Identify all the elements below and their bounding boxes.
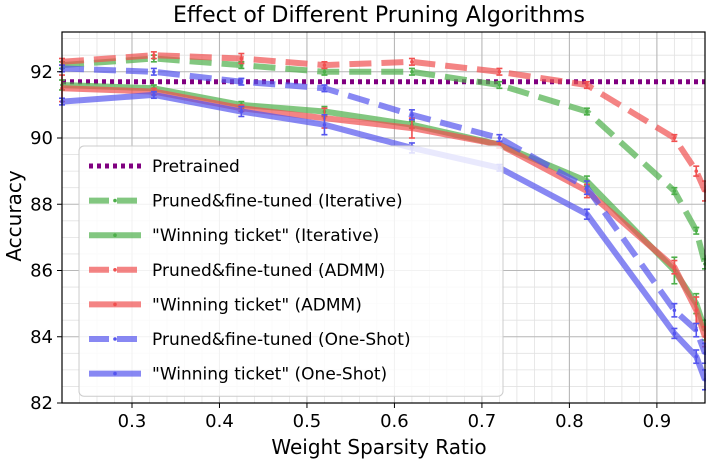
chart-title: Effect of Different Pruning Algorithms — [173, 3, 585, 28]
data-point — [322, 122, 327, 127]
series-line — [61, 55, 706, 265]
data-point — [322, 69, 327, 74]
ticks: 0.3 0.4 0.5 0.6 0.7 0.8 0.9 82 84 86 88 90 92 — [30, 62, 671, 432]
y-tick-label: 82 — [30, 393, 53, 414]
data-point — [152, 69, 156, 74]
y-tick-label: 84 — [30, 327, 53, 348]
data-point — [410, 60, 414, 64]
data-point — [694, 308, 699, 313]
legend-label: Pretrained — [152, 157, 240, 177]
data-point — [239, 79, 244, 84]
y-axis-label: Accuracy — [2, 170, 26, 261]
data-point — [672, 331, 677, 336]
legend-box — [78, 145, 504, 397]
data-point — [585, 109, 589, 114]
data-point — [410, 113, 414, 117]
legend-marker — [113, 233, 117, 237]
legend-label: "Winning ticket" (Iterative) — [152, 226, 379, 246]
data-point — [322, 86, 327, 91]
data-point — [672, 189, 677, 193]
data-point — [672, 308, 677, 313]
y-tick-label: 92 — [30, 62, 53, 83]
data-point — [410, 126, 414, 130]
legend-label: Pruned&fine-tuned (One-Shot) — [152, 330, 411, 350]
legend-marker — [113, 302, 117, 307]
data-point — [694, 228, 699, 233]
data-point — [585, 83, 589, 87]
x-tick-label: 0.4 — [205, 411, 234, 432]
legend-marker — [113, 198, 117, 203]
series-layer — [59, 51, 706, 391]
data-point — [239, 56, 244, 61]
y-tick-label: 90 — [30, 128, 53, 149]
x-axis-label: Weight Sparsity Ratio — [271, 435, 486, 459]
series-line — [61, 65, 706, 355]
data-point — [152, 53, 156, 57]
data-point — [239, 109, 244, 114]
legend-marker — [113, 371, 117, 376]
data-point — [497, 69, 502, 74]
data-point — [585, 212, 589, 216]
x-tick-label: 0.3 — [118, 411, 147, 432]
data-point — [322, 63, 327, 67]
data-point — [585, 185, 589, 190]
data-point — [497, 83, 502, 87]
data-point — [672, 265, 677, 269]
legend-label: Pruned&fine-tuned (ADMM) — [152, 261, 385, 281]
y-tick-label: 88 — [30, 194, 53, 215]
legend-label: "Winning ticket" (ADMM) — [152, 295, 362, 315]
data-point — [152, 93, 156, 97]
legend-marker — [113, 268, 117, 272]
series-line — [61, 52, 706, 193]
data-point — [497, 136, 502, 140]
data-point — [672, 136, 677, 140]
x-tick-label: 0.9 — [643, 411, 672, 432]
data-point — [410, 69, 414, 74]
x-tick-label: 0.7 — [468, 411, 497, 432]
y-tick-label: 86 — [30, 261, 53, 282]
legend-label: "Winning ticket" (One-Shot) — [152, 365, 387, 385]
data-point — [694, 354, 699, 359]
x-tick-label: 0.5 — [293, 411, 322, 432]
legend: Pretrained Pruned&fine-tuned (Iterative) "… — [78, 145, 504, 397]
x-tick-label: 0.8 — [555, 411, 584, 432]
data-point — [694, 328, 699, 332]
data-point — [694, 169, 699, 173]
legend-label: Pruned&fine-tuned (Iterative) — [152, 192, 403, 212]
plot-frame — [61, 31, 706, 404]
series-line — [61, 85, 706, 338]
legend-marker — [113, 337, 117, 341]
x-tick-label: 0.6 — [380, 411, 409, 432]
